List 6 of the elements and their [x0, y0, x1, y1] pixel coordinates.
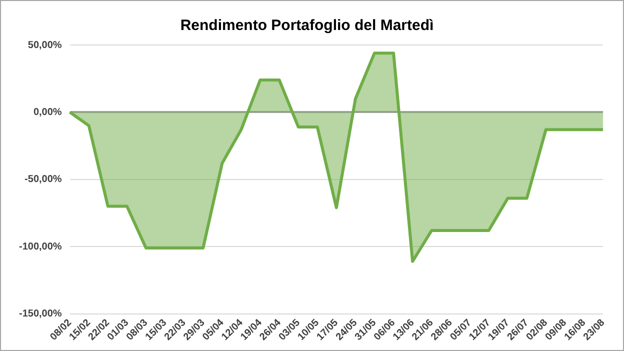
y-tick-label: 0,00%: [33, 106, 62, 118]
y-tick-label: -50,00%: [24, 174, 62, 186]
chart-title: Rendimento Portafoglio del Martedì: [180, 17, 434, 34]
y-tick-label: 50,00%: [28, 40, 62, 51]
y-tick-label: -150,00%: [18, 308, 62, 320]
y-tick-label: -100,00%: [18, 241, 62, 252]
